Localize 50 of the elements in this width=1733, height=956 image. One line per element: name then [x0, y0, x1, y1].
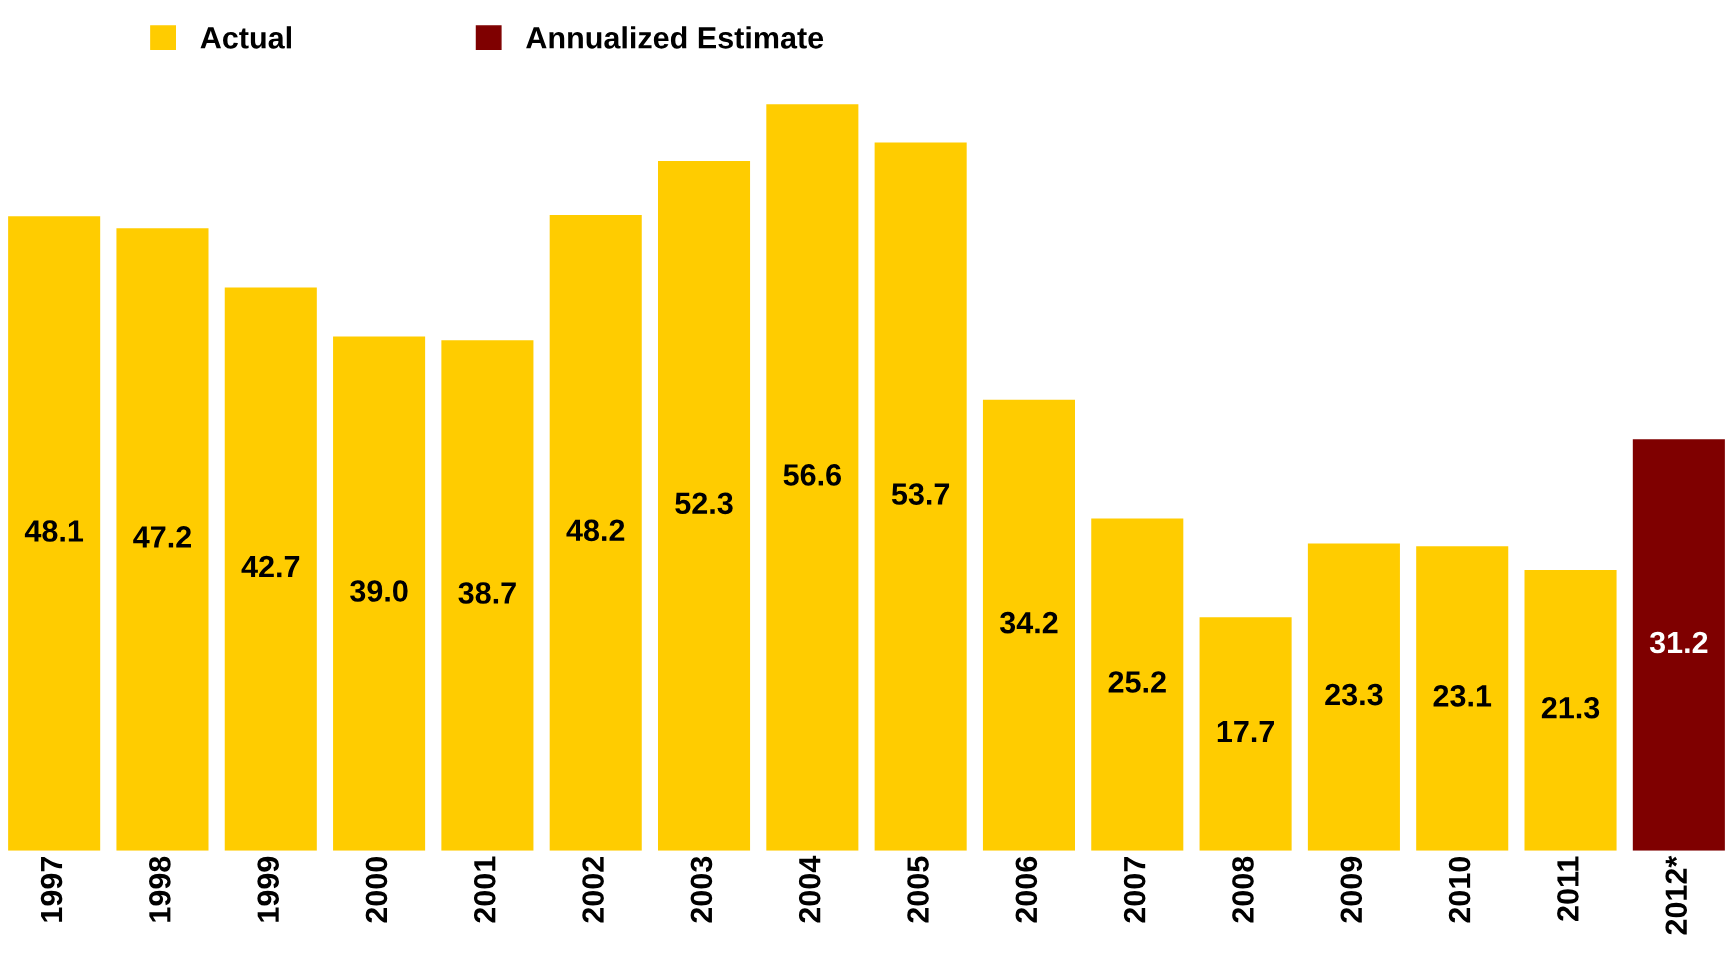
x-tick-label: 2010: [1448, 856, 1471, 923]
data-label: 56.6: [783, 464, 841, 486]
x-tick-label: 2002: [582, 856, 604, 923]
data-label: 21.3: [1541, 696, 1600, 719]
x-tick-label: 1997: [40, 857, 63, 922]
data-label: 48.2: [566, 519, 625, 542]
x-tick-label: 1998: [149, 856, 171, 922]
data-label: 53.7: [891, 483, 950, 505]
bar: [766, 104, 859, 851]
data-label: 42.7: [241, 555, 300, 578]
x-tick-label: 2005: [907, 856, 929, 923]
x-tick-label: 2012*: [1665, 855, 1688, 935]
data-label: 52.3: [675, 492, 733, 515]
bar: [1632, 439, 1725, 851]
x-tick-label: 2003: [690, 856, 713, 923]
bar: [1524, 569, 1617, 851]
bar: [8, 216, 101, 851]
x-tick-label: 1999: [257, 856, 279, 922]
data-label: 47.2: [133, 526, 191, 548]
bar: [982, 399, 1075, 851]
data-label: 25.2: [1108, 671, 1166, 693]
x-tick-label: 2001: [473, 856, 496, 923]
bar: [1416, 546, 1509, 851]
bar: [1091, 518, 1184, 851]
bar: [1307, 543, 1400, 851]
data-label: 39.0: [350, 580, 408, 602]
x-tick-label: 2007: [1123, 857, 1146, 923]
bar: [1199, 617, 1292, 851]
data-label: 23.1: [1433, 685, 1492, 707]
data-label: 48.1: [24, 520, 84, 542]
bar: [549, 215, 642, 851]
bar: [658, 160, 751, 851]
bar: [874, 142, 967, 851]
bar: [441, 340, 534, 851]
data-label: 38.7: [458, 582, 516, 604]
bar: [224, 287, 317, 851]
x-tick-label: 2011: [1557, 856, 1579, 921]
legend-label: Actual: [200, 26, 291, 49]
x-tick-label: 2006: [1015, 856, 1038, 923]
x-tick-label: 2004: [798, 855, 821, 923]
data-label: 34.2: [999, 611, 1058, 634]
bar: [333, 336, 426, 851]
data-label: 23.3: [1325, 683, 1383, 706]
x-tick-label: 2000: [365, 856, 388, 923]
data-label: 17.7: [1217, 720, 1274, 742]
x-tick-label: 2009: [1340, 856, 1363, 923]
data-label: 31.2: [1649, 631, 1708, 654]
legend-label: Annualized Estimate: [526, 26, 824, 49]
x-tick-label: 2008: [1232, 856, 1254, 923]
bar: [116, 228, 209, 851]
